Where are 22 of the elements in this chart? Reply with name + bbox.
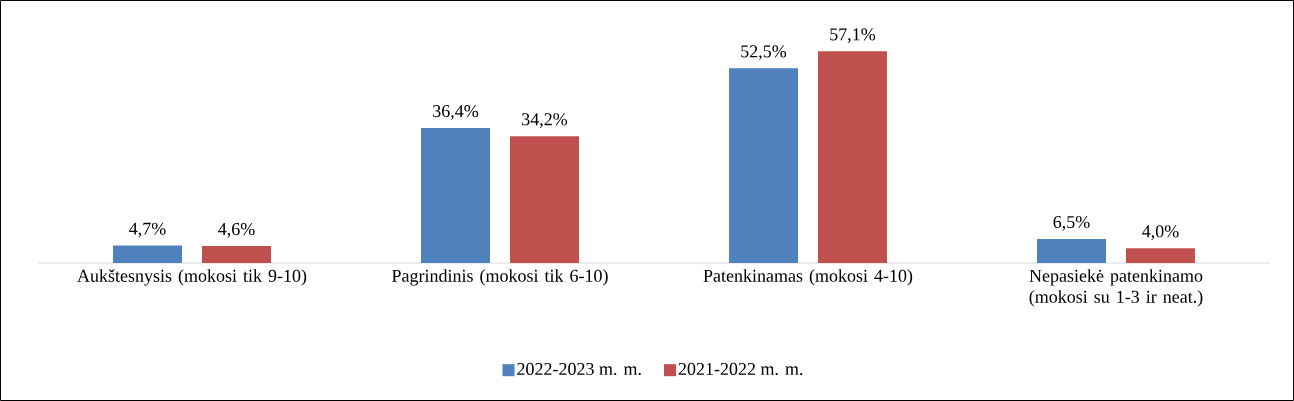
legend-label: 2021-2022 m. m. (678, 362, 803, 376)
bar (420, 127, 490, 263)
data-label: 36,4% (433, 105, 479, 120)
data-label: 57,1% (830, 28, 876, 43)
x-tick-label: Aukštesnysis (mokosi tik 9-10) (77, 269, 307, 286)
legend-label: 2022-2023 m. m. (517, 362, 641, 376)
x-tick-label: Nepasiekė patenkinamo (mokosi su 1-3 ir neat.) (1029, 269, 1203, 307)
data-label: 52,5% (741, 45, 787, 61)
data-label: 6,5% (1053, 215, 1090, 231)
bar (113, 245, 182, 263)
data-label: 4,6% (218, 223, 255, 238)
x-tick-label: Pagrindinis (mokosi tik 6-10) (392, 269, 608, 286)
data-label: 4,0% (1142, 225, 1179, 240)
data-label: 4,7% (129, 222, 166, 238)
x-tick-label: Patenkinamas (mokosi 4-10) (703, 269, 913, 286)
bar (1036, 238, 1106, 263)
bar (509, 136, 579, 263)
bar (202, 245, 271, 263)
data-label: 34,2% (522, 113, 568, 128)
bar (728, 68, 798, 263)
bar (1125, 248, 1195, 263)
bar (817, 51, 887, 263)
